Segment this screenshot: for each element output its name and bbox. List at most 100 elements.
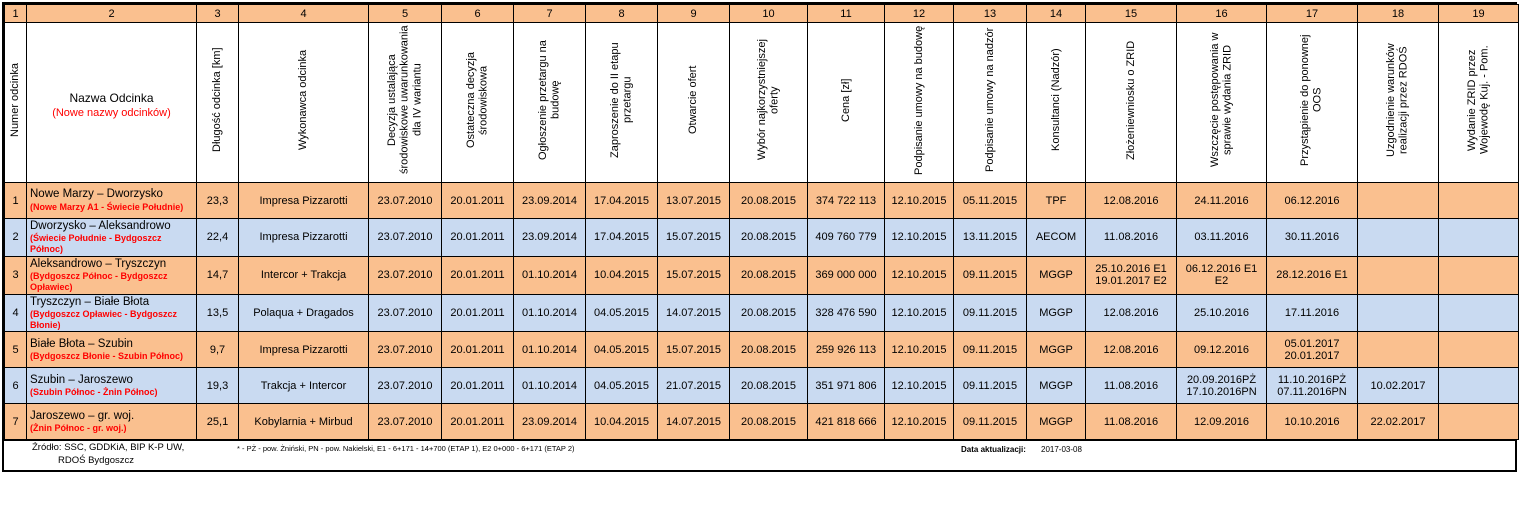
column-header-label: Cena [zł] bbox=[839, 78, 852, 122]
cell-r3-c12: 12.10.2015 bbox=[884, 255, 954, 295]
section-number-2: 2 bbox=[4, 218, 27, 257]
column-header-3: Długość odcinka [km] bbox=[196, 22, 239, 183]
column-number-15: 15 bbox=[1085, 4, 1177, 23]
cell-r1-c18 bbox=[1357, 182, 1439, 219]
column-header-label: Wykonawca odcinka bbox=[297, 49, 310, 151]
cell-r6-c17: 11.10.2016PŻ 07.11.2016PN bbox=[1266, 367, 1358, 405]
cell-r1-c3: 23,3 bbox=[196, 182, 239, 219]
cell-r1-c15: 12.08.2016 bbox=[1085, 182, 1177, 219]
cell-r6-c13: 09.11.2015 bbox=[953, 367, 1027, 405]
source-line1: Źródło: SSC, GDDKiA, BIP K-P UW, bbox=[32, 442, 185, 454]
section-name: Nowe Marzy – Dworzysko bbox=[30, 188, 163, 201]
section-row-1: 1 Nowe Marzy – Dworzysko (Nowe Marzy A1 - … bbox=[4, 182, 1519, 219]
cell-r3-c7: 01.10.2014 bbox=[513, 255, 586, 295]
cell-r4-c19 bbox=[1438, 293, 1519, 333]
cell-r3-c11: 369 000 000 bbox=[807, 255, 885, 295]
cell-r5-c4: Impresa Pizzarotti bbox=[238, 331, 369, 369]
cell-r6-c3: 19,3 bbox=[196, 367, 239, 405]
cell-r5-c14: MGGP bbox=[1026, 331, 1086, 369]
cell-r7-c16: 12.09.2016 bbox=[1176, 403, 1267, 441]
cell-r4-c3: 13,5 bbox=[196, 293, 239, 333]
section-number-5: 5 bbox=[4, 331, 27, 369]
column-header-11: Cena [zł] bbox=[807, 22, 885, 183]
cell-r3-c8: 10.04.2015 bbox=[585, 255, 658, 295]
cell-r3-c4: Intercor + Trakcja bbox=[238, 255, 369, 295]
column-number-1: 1 bbox=[4, 4, 27, 23]
cell-r2-c4: Impresa Pizzarotti bbox=[238, 218, 369, 257]
cell-r7-c12: 12.10.2015 bbox=[884, 403, 954, 441]
section-name-cell-4: Tryszczyn – Białe Błota (Bydgoszcz Opławi… bbox=[26, 293, 197, 333]
cell-r3-c10: 20.08.2015 bbox=[729, 255, 808, 295]
column-number-7: 7 bbox=[513, 4, 586, 23]
column-header-label: Długość odcinka [km] bbox=[211, 47, 224, 153]
cell-r7-c8: 10.04.2015 bbox=[585, 403, 658, 441]
cell-r4-c11: 328 476 590 bbox=[807, 293, 885, 333]
cell-r3-c15: 25.10.2016 E1 19.01.2017 E2 bbox=[1085, 255, 1177, 295]
section-name-cell-6: Szubin – Jaroszewo (Szubin Północ - Żnin … bbox=[26, 367, 197, 405]
section-row-5: 5 Białe Błota – Szubin (Bydgoszcz Błonie -… bbox=[4, 331, 1519, 369]
section-row-4: 4 Tryszczyn – Białe Błota (Bydgoszcz Opław… bbox=[4, 293, 1519, 333]
legend-note: * - PŻ - pow. Żniński, PN - pow. Nakiels… bbox=[237, 444, 575, 454]
cell-r7-c11: 421 818 666 bbox=[807, 403, 885, 441]
cell-r2-c13: 13.11.2015 bbox=[953, 218, 1027, 257]
section-new-name: (Bydgoszcz Północ - Bydgoszcz Opławiec) bbox=[30, 271, 168, 292]
cell-r1-c16: 24.11.2016 bbox=[1176, 182, 1267, 219]
column-header-label: Wydanie ZRID przez Wojewodę Kuj. - Pom. bbox=[1465, 45, 1491, 155]
section-new-name: (Żnin Północ - gr. woj.) bbox=[30, 423, 127, 434]
column-number-14: 14 bbox=[1026, 4, 1086, 23]
section-name-cell-1: Nowe Marzy – Dworzysko (Nowe Marzy A1 - Ś… bbox=[26, 182, 197, 219]
sections-status-table-sheet: 1 2 3 4 5 6 7 8 9 10 11 12 13 14 15 16 17 18 19 Numer odci… bbox=[2, 2, 1519, 473]
column-header-label: Wszczęcie postępowania w sprawie wydania… bbox=[1208, 32, 1234, 168]
column-number-8: 8 bbox=[585, 4, 658, 23]
cell-r5-c12: 12.10.2015 bbox=[884, 331, 954, 369]
cell-r5-c11: 259 926 113 bbox=[807, 331, 885, 369]
column-header-label: Decyzja ustalająca środowiskowe uwarunko… bbox=[386, 25, 424, 175]
cell-r4-c12: 12.10.2015 bbox=[884, 293, 954, 333]
cell-r6-c19 bbox=[1438, 367, 1519, 405]
column-header-18: Uzgodnienie warunków realizacji przez RD… bbox=[1357, 22, 1439, 183]
cell-r1-c12: 12.10.2015 bbox=[884, 182, 954, 219]
cell-r1-c19 bbox=[1438, 182, 1519, 219]
source-line2: RDOŚ Bydgoszcz bbox=[58, 454, 135, 466]
cell-r2-c11: 409 760 779 bbox=[807, 218, 885, 257]
source-note: Źródło: SSC, GDDKiA, BIP K-P UW, RDOŚ By… bbox=[32, 442, 184, 467]
cell-r7-c18: 22.02.2017 bbox=[1357, 403, 1439, 441]
section-name-cell-3: Aleksandrowo – Tryszczyn (Bydgoszcz Półno… bbox=[26, 255, 197, 295]
cell-r7-c6: 20.01.2011 bbox=[441, 403, 514, 441]
cell-r1-c17: 06.12.2016 bbox=[1266, 182, 1358, 219]
cell-r1-c9: 13.07.2015 bbox=[657, 182, 730, 219]
section-number-1: 1 bbox=[4, 182, 27, 219]
column-header-label: Ostateczna decyzja środowiskowa bbox=[464, 52, 490, 148]
cell-r1-c14: TPF bbox=[1026, 182, 1086, 219]
section-name: Jaroszewo – gr. woj. bbox=[30, 409, 135, 422]
cell-r2-c12: 12.10.2015 bbox=[884, 218, 954, 257]
cell-r3-c13: 09.11.2015 bbox=[953, 255, 1027, 295]
update-date-value: 2017-03-08 bbox=[1041, 445, 1082, 455]
cell-r2-c3: 22,4 bbox=[196, 218, 239, 257]
table-body: 1 Nowe Marzy – Dworzysko (Nowe Marzy A1 - … bbox=[4, 182, 1519, 441]
column-header-label: Konsultanci (Nadzór) bbox=[1049, 48, 1062, 152]
column-headers-row: Numer odcinka Nazwa Odcinka (Nowe nazwy od… bbox=[4, 22, 1519, 183]
cell-r6-c14: MGGP bbox=[1026, 367, 1086, 405]
column-header-19: Wydanie ZRID przez Wojewodę Kuj. - Pom. bbox=[1438, 22, 1519, 183]
cell-r7-c13: 09.11.2015 bbox=[953, 403, 1027, 441]
column-header-label: Złożeniewniosku o ZRID bbox=[1124, 40, 1137, 160]
cell-r5-c13: 09.11.2015 bbox=[953, 331, 1027, 369]
cell-r2-c14: AECOM bbox=[1026, 218, 1086, 257]
cell-r2-c15: 11.08.2016 bbox=[1085, 218, 1177, 257]
cell-r7-c5: 23.07.2010 bbox=[368, 403, 442, 441]
cell-r2-c7: 23.09.2014 bbox=[513, 218, 586, 257]
column-number-3: 3 bbox=[196, 4, 239, 23]
section-name: Tryszczyn – Białe Błota bbox=[30, 295, 150, 308]
cell-r3-c5: 23.07.2010 bbox=[368, 255, 442, 295]
column-header-2: Nazwa Odcinka (Nowe nazwy odcinków) bbox=[26, 22, 197, 183]
cell-r5-c10: 20.08.2015 bbox=[729, 331, 808, 369]
section-row-7: 7 Jaroszewo – gr. woj. (Żnin Północ - gr. … bbox=[4, 403, 1519, 441]
cell-r4-c9: 14.07.2015 bbox=[657, 293, 730, 333]
section-row-6: 6 Szubin – Jaroszewo (Szubin Północ - Żnin… bbox=[4, 367, 1519, 405]
column-header-4: Wykonawca odcinka bbox=[238, 22, 369, 183]
cell-r2-c10: 20.08.2015 bbox=[729, 218, 808, 257]
section-new-name: (Bydgoszcz Opławiec - Bydgoszcz Błonie) bbox=[30, 308, 178, 330]
section-new-name: (Szubin Północ - Żnin Północ) bbox=[30, 387, 158, 398]
cell-r7-c15: 11.08.2016 bbox=[1085, 403, 1177, 441]
